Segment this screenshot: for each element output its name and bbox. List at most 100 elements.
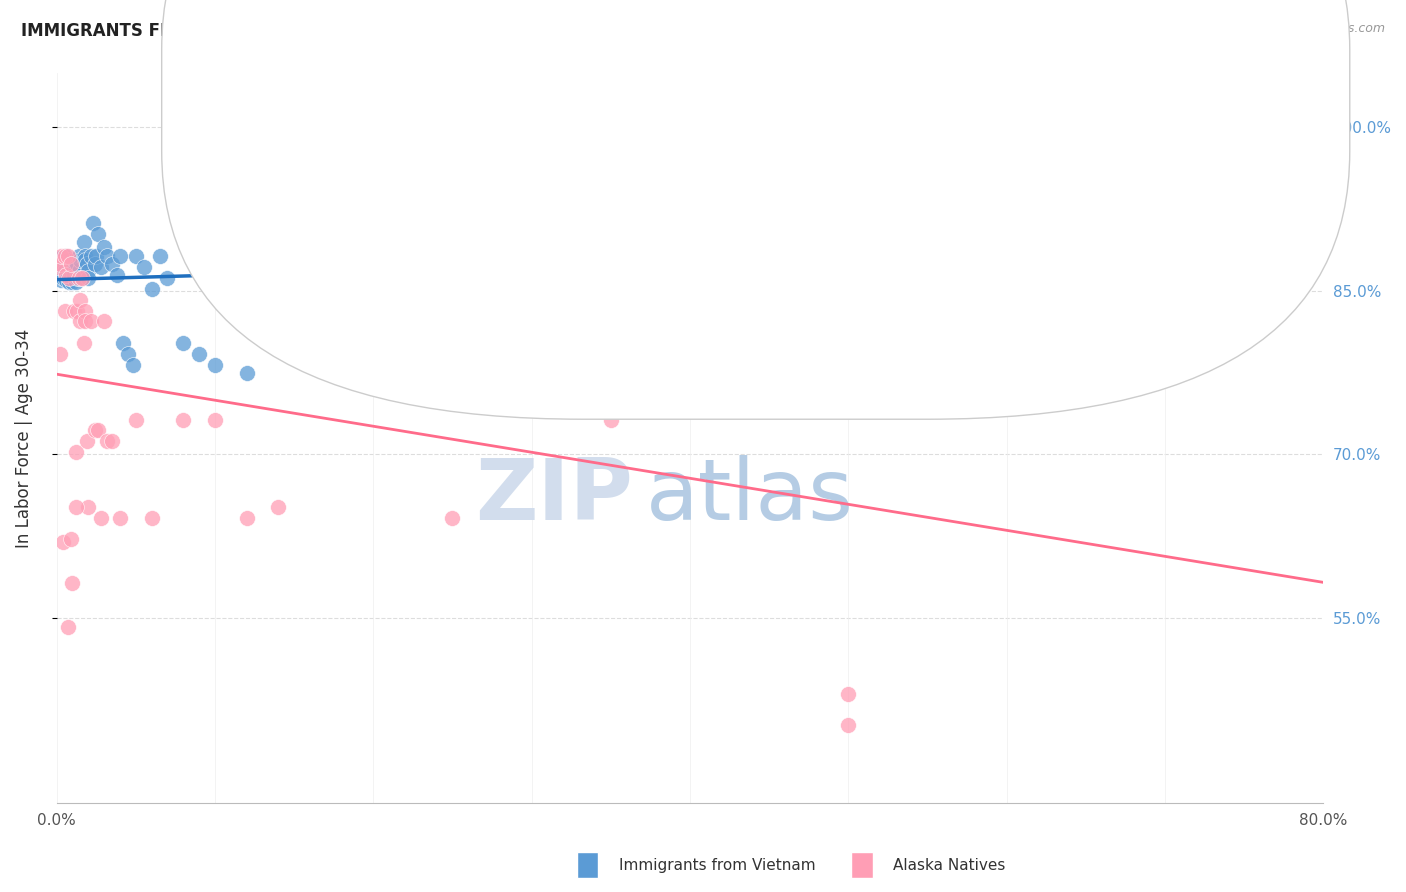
- Point: [63, 268, 86, 282]
- Point: [58, 271, 80, 285]
- Point: [267, 336, 290, 351]
- Point: [62, 260, 84, 274]
- Point: [96, 249, 118, 263]
- Point: [51, 273, 73, 287]
- Point: [52, 262, 75, 277]
- Point: [56, 268, 79, 282]
- Point: [121, 358, 143, 372]
- Point: [75, 303, 97, 318]
- Point: [76, 434, 98, 449]
- Point: [62, 576, 84, 591]
- Point: [52, 534, 75, 549]
- Point: [69, 293, 91, 307]
- Point: [80, 249, 103, 263]
- Point: [75, 249, 97, 263]
- Point: [441, 358, 464, 372]
- Point: [67, 249, 90, 263]
- Point: [53, 257, 76, 271]
- Point: [77, 264, 100, 278]
- Point: [520, 314, 543, 328]
- Text: R =: R =: [637, 67, 673, 85]
- Point: [56, 249, 79, 263]
- Text: 0.106: 0.106: [679, 110, 731, 128]
- Point: [59, 257, 82, 271]
- Point: [90, 510, 112, 524]
- Point: [53, 303, 76, 318]
- Point: [520, 314, 543, 328]
- Text: R =: R =: [637, 110, 673, 128]
- Text: ZIP: ZIP: [475, 455, 633, 538]
- Point: [837, 687, 859, 701]
- Point: [65, 262, 87, 277]
- Point: [837, 717, 859, 731]
- Point: [66, 271, 89, 285]
- Point: [148, 249, 170, 263]
- Text: Alaska Natives: Alaska Natives: [893, 858, 1005, 872]
- Text: Source: ZipAtlas.com: Source: ZipAtlas.com: [1251, 22, 1385, 36]
- Point: [204, 412, 226, 426]
- Text: IMMIGRANTS FROM VIETNAM VS ALASKA NATIVE IN LABOR FORCE | AGE 30-34 CORRELATION : IMMIGRANTS FROM VIETNAM VS ALASKA NATIVE…: [21, 22, 960, 40]
- Point: [65, 445, 87, 459]
- Point: [55, 273, 77, 287]
- Point: [84, 249, 107, 263]
- Point: [83, 257, 105, 271]
- Point: [112, 336, 135, 351]
- Point: [46, 260, 69, 274]
- Point: [172, 336, 194, 351]
- Point: [204, 358, 226, 372]
- Point: [679, 368, 702, 383]
- Text: atlas: atlas: [645, 455, 853, 538]
- Y-axis label: In Labor Force | Age 30-34: In Labor Force | Age 30-34: [15, 328, 32, 548]
- Point: [188, 347, 211, 361]
- Point: [66, 257, 89, 271]
- Point: [49, 252, 72, 266]
- Point: [51, 268, 73, 282]
- Text: Immigrants from Vietnam: Immigrants from Vietnam: [619, 858, 815, 872]
- Point: [65, 275, 87, 289]
- Text: 51: 51: [806, 110, 828, 128]
- Text: N =: N =: [766, 110, 803, 128]
- Point: [55, 268, 77, 282]
- Point: [58, 275, 80, 289]
- Point: [66, 303, 89, 318]
- Point: [105, 268, 128, 282]
- Point: [49, 257, 72, 271]
- Point: [70, 271, 93, 285]
- Point: [298, 260, 321, 274]
- Point: [298, 249, 321, 263]
- Point: [125, 249, 148, 263]
- Point: [69, 314, 91, 328]
- Point: [125, 412, 148, 426]
- Point: [63, 253, 86, 268]
- Point: [235, 366, 257, 380]
- Point: [141, 510, 163, 524]
- Point: [76, 257, 98, 271]
- Text: 0.407: 0.407: [679, 67, 731, 85]
- Point: [1233, 120, 1256, 135]
- Point: [93, 240, 115, 254]
- Point: [108, 249, 131, 263]
- Point: [679, 260, 702, 274]
- Point: [141, 282, 163, 296]
- Point: [917, 260, 939, 274]
- Point: [53, 249, 76, 263]
- Point: [520, 347, 543, 361]
- Point: [87, 424, 110, 438]
- Point: [93, 314, 115, 328]
- Point: [101, 434, 124, 449]
- Point: [90, 260, 112, 274]
- Point: [361, 238, 384, 252]
- Point: [63, 303, 86, 318]
- Point: [361, 368, 384, 383]
- Point: [441, 510, 464, 524]
- Point: [101, 257, 124, 271]
- Point: [52, 271, 75, 285]
- Text: 67: 67: [806, 67, 828, 85]
- Point: [758, 249, 780, 263]
- Point: [55, 249, 77, 263]
- Point: [267, 500, 290, 514]
- Point: [65, 500, 87, 514]
- Point: [67, 271, 90, 285]
- Point: [87, 227, 110, 242]
- Point: [59, 257, 82, 271]
